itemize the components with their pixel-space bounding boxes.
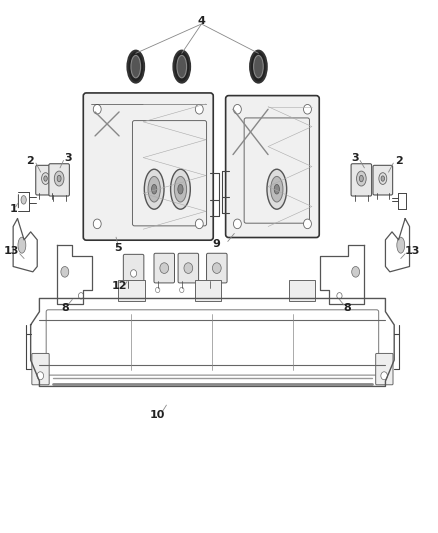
- FancyBboxPatch shape: [154, 253, 174, 283]
- Ellipse shape: [352, 266, 360, 277]
- Text: 12: 12: [112, 281, 127, 291]
- Ellipse shape: [357, 171, 366, 186]
- Ellipse shape: [37, 372, 44, 379]
- Bar: [195, 280, 221, 301]
- Ellipse shape: [250, 51, 267, 83]
- Text: 13: 13: [405, 246, 420, 256]
- Ellipse shape: [304, 219, 311, 229]
- Text: 3: 3: [64, 154, 72, 163]
- FancyBboxPatch shape: [351, 164, 371, 196]
- Text: 5: 5: [114, 243, 122, 253]
- FancyBboxPatch shape: [226, 95, 319, 238]
- Text: 13: 13: [3, 246, 19, 256]
- Ellipse shape: [44, 176, 47, 181]
- Ellipse shape: [184, 263, 193, 273]
- Ellipse shape: [93, 104, 101, 114]
- Ellipse shape: [93, 219, 101, 229]
- Ellipse shape: [359, 175, 364, 182]
- Ellipse shape: [381, 372, 387, 379]
- Text: 1: 1: [10, 204, 18, 214]
- Ellipse shape: [127, 51, 144, 83]
- Text: 9: 9: [213, 239, 221, 248]
- Text: 10: 10: [150, 410, 166, 419]
- Ellipse shape: [18, 237, 26, 253]
- Ellipse shape: [61, 266, 69, 277]
- FancyBboxPatch shape: [36, 165, 55, 195]
- FancyBboxPatch shape: [124, 254, 144, 283]
- Ellipse shape: [195, 219, 203, 229]
- FancyBboxPatch shape: [49, 164, 69, 196]
- Ellipse shape: [152, 184, 157, 194]
- Ellipse shape: [131, 55, 141, 78]
- Ellipse shape: [173, 51, 190, 83]
- Text: 8: 8: [61, 303, 69, 312]
- FancyBboxPatch shape: [178, 253, 198, 283]
- FancyBboxPatch shape: [127, 281, 136, 288]
- Ellipse shape: [160, 263, 169, 273]
- Ellipse shape: [171, 169, 191, 209]
- Ellipse shape: [337, 293, 342, 299]
- Ellipse shape: [212, 263, 221, 273]
- Ellipse shape: [195, 104, 203, 114]
- FancyBboxPatch shape: [32, 353, 49, 385]
- Ellipse shape: [397, 237, 405, 253]
- Ellipse shape: [144, 169, 164, 209]
- FancyBboxPatch shape: [376, 353, 393, 385]
- FancyBboxPatch shape: [373, 165, 392, 195]
- Ellipse shape: [131, 270, 137, 277]
- Ellipse shape: [174, 176, 187, 202]
- Ellipse shape: [78, 293, 84, 299]
- Ellipse shape: [21, 196, 26, 204]
- Ellipse shape: [178, 184, 183, 194]
- Ellipse shape: [271, 176, 283, 202]
- Ellipse shape: [57, 175, 61, 182]
- Bar: [118, 280, 145, 301]
- Ellipse shape: [274, 184, 279, 194]
- Ellipse shape: [267, 169, 287, 209]
- FancyBboxPatch shape: [207, 253, 227, 283]
- Ellipse shape: [180, 287, 184, 293]
- Text: 2: 2: [26, 156, 34, 166]
- Text: 2: 2: [396, 156, 403, 166]
- Ellipse shape: [379, 173, 387, 184]
- Ellipse shape: [177, 55, 187, 78]
- Ellipse shape: [54, 171, 64, 186]
- Text: 8: 8: [343, 303, 351, 312]
- Ellipse shape: [208, 287, 212, 293]
- FancyBboxPatch shape: [83, 93, 213, 240]
- Ellipse shape: [233, 104, 241, 114]
- Text: 3: 3: [351, 154, 359, 163]
- Ellipse shape: [148, 176, 160, 202]
- Ellipse shape: [155, 287, 160, 293]
- Ellipse shape: [254, 55, 263, 78]
- Ellipse shape: [304, 104, 311, 114]
- Bar: [289, 280, 315, 301]
- Text: 4: 4: [198, 17, 205, 26]
- Ellipse shape: [42, 173, 49, 184]
- Ellipse shape: [233, 219, 241, 229]
- Ellipse shape: [381, 176, 385, 181]
